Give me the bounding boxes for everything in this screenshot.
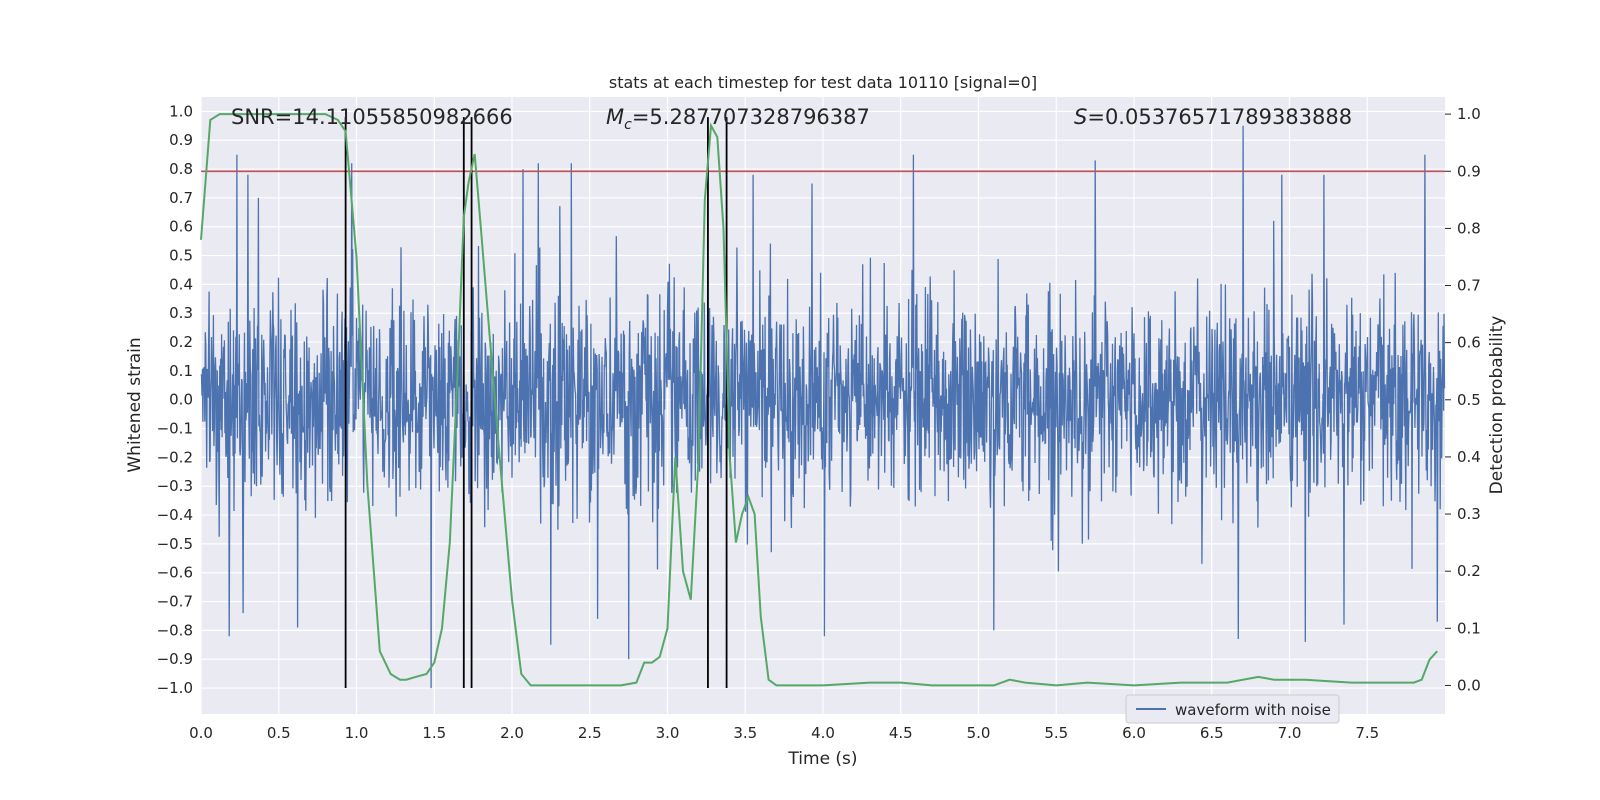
y-tick-label: −0.6 <box>157 564 193 582</box>
y-right-tick-label: 0.1 <box>1457 619 1481 637</box>
y-tick-label: −0.8 <box>157 621 193 639</box>
x-tick-label: 5.5 <box>1044 724 1068 742</box>
y-right-tick-labels: 1.0 0.9 0.8 0.7 0.6 0.5 0.4 0.3 0.2 0.1 0.0 <box>1445 105 1481 694</box>
chirp-mass-annotation: Mc=5.287707328796387 <box>606 105 870 133</box>
waveform-path <box>200 125 1446 689</box>
legend-box <box>1125 694 1340 724</box>
x-tick-label: 7.5 <box>1355 724 1379 742</box>
y-tick-labels: 1.0 0.9 0.8 0.7 0.6 0.5 0.4 0.3 0.2 0.1 0.0 −0.1 −0.… <box>157 102 193 697</box>
y-tick-label: 0.5 <box>169 247 193 265</box>
legend-label: waveform with noise <box>1175 701 1331 719</box>
y-tick-label: −0.1 <box>157 420 193 438</box>
y-tick-label: −0.2 <box>157 448 193 466</box>
y-right-axis-label: Detection probability <box>1487 316 1507 495</box>
x-tick-label: 2.5 <box>578 724 602 742</box>
y-tick-label: −0.7 <box>157 593 193 611</box>
chart-title: stats at each timestep for test data 101… <box>609 73 1037 92</box>
s-symbol: S <box>1074 105 1087 129</box>
y-tick-label: 0.7 <box>169 189 193 207</box>
x-tick-label: 6.5 <box>1200 724 1224 742</box>
x-tick-label: 3.0 <box>656 724 680 742</box>
x-tick-label: 2.0 <box>500 724 524 742</box>
y-tick-label: 0.1 <box>169 362 193 380</box>
x-tick-label: 5.0 <box>967 724 991 742</box>
y-right-tick-label: 0.6 <box>1457 334 1481 352</box>
x-tick-label: 1.5 <box>422 724 446 742</box>
x-tick-labels: 0.0 0.5 1.0 1.5 2.0 2.5 3.0 3.5 4.0 4.5 5.0 5.5 6.0 6… <box>189 724 1379 742</box>
y-tick-label: 0.0 <box>169 391 193 409</box>
y-tick-label: 1.0 <box>169 102 193 120</box>
event-markers <box>344 117 728 689</box>
y-tick-label: 0.8 <box>169 160 193 178</box>
y-tick-label: 0.9 <box>169 131 193 149</box>
x-tick-label: 1.0 <box>345 724 369 742</box>
y-tick-label: −0.5 <box>157 535 193 553</box>
x-tick-label: 3.5 <box>733 724 757 742</box>
mc-symbol: M <box>606 105 624 129</box>
s-value: =0.05376571789383888 <box>1087 105 1352 129</box>
waveform-noise <box>200 125 1446 689</box>
probability-path <box>200 113 1438 687</box>
x-axis-label: Time (s) <box>787 749 857 769</box>
x-tick-label: 4.5 <box>889 724 913 742</box>
legend: waveform with noise <box>1125 694 1340 724</box>
y-tick-label: 0.6 <box>169 218 193 236</box>
mc-subscript: c <box>624 117 632 133</box>
y-axis-label: Whitened strain <box>125 337 145 472</box>
y-tick-label: 0.2 <box>169 333 193 351</box>
snr-annotation: SNR=14.11055850982666 <box>231 105 513 129</box>
x-tick-label: 0.0 <box>189 724 213 742</box>
y-tick-label: −0.3 <box>157 477 193 495</box>
y-right-tick-label: 0.0 <box>1457 676 1481 694</box>
x-tick-label: 7.0 <box>1278 724 1302 742</box>
y-right-tick-label: 0.8 <box>1457 219 1481 237</box>
s-annotation: S=0.05376571789383888 <box>1074 105 1352 129</box>
y-right-tick-label: 0.3 <box>1457 505 1481 523</box>
y-right-tick-label: 1.0 <box>1457 105 1481 123</box>
y-tick-label: −1.0 <box>157 679 193 697</box>
x-tick-label: 6.0 <box>1122 724 1146 742</box>
detection-probability-line <box>200 113 1438 687</box>
y-right-tick-label: 0.2 <box>1457 562 1481 580</box>
y-tick-label: 0.4 <box>169 275 193 293</box>
y-right-tick-label: 0.5 <box>1457 391 1481 409</box>
y-right-tick-label: 0.7 <box>1457 277 1481 295</box>
x-tick-label: 0.5 <box>267 724 291 742</box>
y-tick-label: 0.3 <box>169 304 193 322</box>
y-tick-label: −0.9 <box>157 650 193 668</box>
y-right-tick-label: 0.9 <box>1457 162 1481 180</box>
x-tick-label: 4.0 <box>811 724 835 742</box>
mc-value: =5.287707328796387 <box>632 105 870 129</box>
y-right-tick-label: 0.4 <box>1457 448 1481 466</box>
y-tick-label: −0.4 <box>157 506 193 524</box>
